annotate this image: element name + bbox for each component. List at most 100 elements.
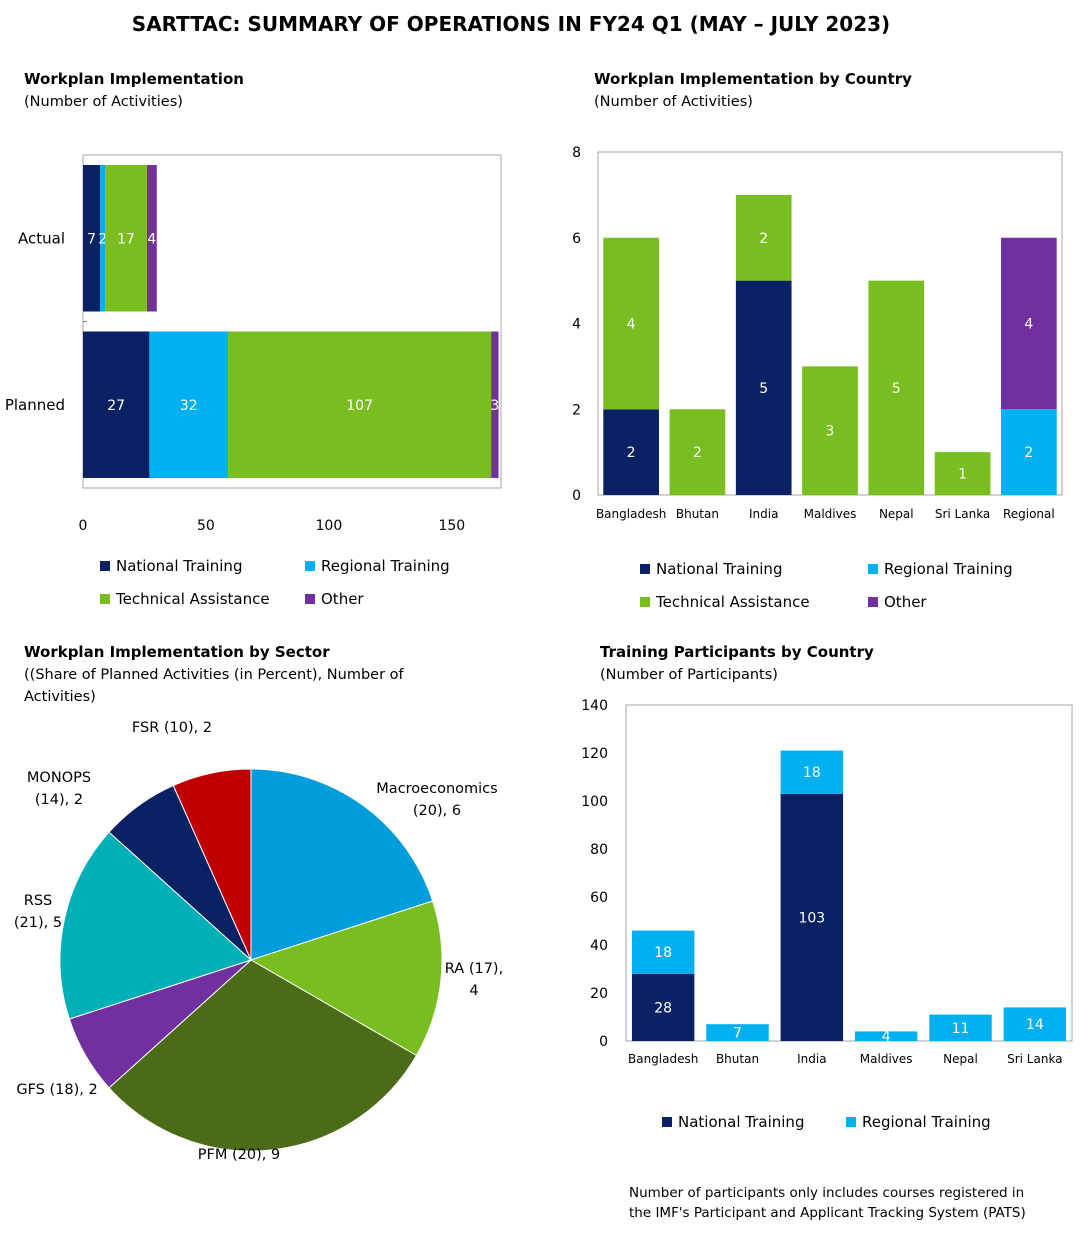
- category-label-india: India: [749, 507, 778, 521]
- legend-label-regional-training: Regional Training: [862, 1113, 991, 1131]
- implementation-title: Workplan Implementation: [24, 70, 244, 88]
- bar-bangladesh-national-training: [631, 973, 695, 1041]
- bar-actual-technical-assistance: [105, 164, 147, 312]
- data-label-sri-lanka-regional-training: 14: [1026, 1017, 1044, 1033]
- pie-slice-macroeconomics-20-6: [250, 768, 434, 961]
- bar-planned-national-training: [83, 331, 150, 479]
- legend-swatch-technical-assistance: [100, 594, 110, 604]
- x-tick-label: 100: [316, 518, 343, 534]
- data-label-india-national-training: 5: [759, 381, 768, 397]
- pie-label-ra-17-4: RA (17), 4: [445, 961, 503, 999]
- bar-india-regional-training: [780, 750, 844, 794]
- by-sector-subtitle: ((Share of Planned Activities (in Percen…: [24, 667, 404, 705]
- category-label-nepal: Nepal: [943, 1052, 978, 1066]
- legend-label-technical-assistance: Technical Assistance: [115, 590, 270, 608]
- data-label-regional-regional-training: 2: [1024, 445, 1033, 461]
- category-label-maldives: Maldives: [860, 1052, 913, 1066]
- y-tick-label: 8: [572, 145, 581, 161]
- data-label-planned-national-training: 27: [107, 398, 125, 414]
- y-tick-label: 20: [590, 986, 608, 1002]
- bar-bangladesh-national-training: [603, 409, 659, 495]
- bar-regional-other: [1001, 237, 1057, 410]
- bar-regional-regional-training: [1001, 409, 1057, 495]
- category-label-sri-lanka: Sri Lanka: [935, 507, 990, 521]
- bar-planned-regional-training: [149, 331, 229, 479]
- pie-label-macroeconomics-20-6: Macroeconomics (20), 6: [376, 781, 497, 819]
- category-label-india: India: [797, 1052, 826, 1066]
- bar-maldives-technical-assistance: [802, 366, 858, 495]
- by-sector-chart: Macroeconomics (20), 6 RA (17), 4 PFM (20), …: [14, 720, 503, 1163]
- y-tick-label: 100: [581, 794, 608, 810]
- bar-planned-technical-assistance: [228, 331, 492, 479]
- participants-subtitle: (Number of Participants): [600, 667, 778, 683]
- legend-swatch-other: [305, 594, 315, 604]
- pie-slice-pfm-20-9: [108, 959, 418, 1152]
- category-label-actual: Actual: [18, 229, 65, 247]
- legend-swatch-technical-assistance: [640, 597, 650, 607]
- category-label-planned: Planned: [5, 396, 65, 414]
- implementation-chart: 7 2 17 4 Actual 27 32 107 3 Planned 0 50 100 150 Natio…: [5, 154, 502, 608]
- by-country-subtitle: (Number of Activities): [594, 94, 753, 110]
- plot-frame: [625, 704, 1073, 1042]
- bar-nepal-technical-assistance: [868, 280, 925, 495]
- by-country-chart: 0 2 4 6 8 2 4 Bangladesh 2 Bhutan 5 2 India 3 Maldives…: [572, 145, 1063, 611]
- bar-actual-other: [146, 164, 157, 312]
- data-label-maldives-technical-assistance: 3: [826, 424, 835, 440]
- y-tick-label: 4: [572, 317, 581, 333]
- pie-slice-rss-21-5: [59, 831, 252, 1020]
- participants-note: Number of participants only includes cou…: [629, 1185, 1026, 1221]
- pie-slice-fsr-10-2: [172, 768, 252, 961]
- category-label-maldives: Maldives: [804, 507, 857, 521]
- pie-slice-ra-17-4: [249, 900, 443, 1057]
- category-label-bangladesh: Bangladesh: [628, 1052, 698, 1066]
- bar-india-technical-assistance: [735, 194, 792, 281]
- bar-bhutan-technical-assistance: [669, 409, 726, 495]
- y-tick-label: 80: [590, 842, 608, 858]
- bar-bangladesh-technical-assistance: [603, 237, 659, 410]
- participants-title: Training Participants by Country: [600, 643, 874, 661]
- legend-label-national-training: National Training: [656, 560, 782, 578]
- data-label-india-regional-training: 18: [803, 765, 821, 781]
- participants-chart: 0 20 40 60 80 100 120 140 28 18 Bangladesh 7 Bhutan 1…: [581, 698, 1073, 1131]
- bar-planned-other: [491, 331, 499, 479]
- legend-label-regional-training: Regional Training: [884, 560, 1013, 578]
- category-label-sri-lanka: Sri Lanka: [1007, 1052, 1062, 1066]
- data-label-actual-national-training: 7: [87, 231, 96, 247]
- by-country-title: Workplan Implementation by Country: [594, 70, 912, 88]
- main-title: SARTTAC: SUMMARY OF OPERATIONS IN FY24 Q…: [131, 12, 891, 36]
- y-tick-label: 0: [572, 488, 581, 504]
- data-label-india-technical-assistance: 2: [759, 231, 768, 247]
- legend-swatch-regional-training: [846, 1117, 856, 1127]
- legend-label-other: Other: [321, 590, 364, 608]
- data-label-actual-technical-assistance: 17: [117, 231, 135, 247]
- category-label-nepal: Nepal: [879, 507, 914, 521]
- data-label-regional-other: 4: [1024, 317, 1033, 333]
- pie-label-monops-14-2: MONOPS (14), 2: [27, 770, 91, 808]
- data-label-sri-lanka-technical-assistance: 1: [958, 467, 967, 483]
- y-tick-label: 60: [590, 890, 608, 906]
- data-label-actual-other: 4: [147, 231, 156, 247]
- legend-swatch-national-training: [662, 1117, 672, 1127]
- y-tick-label: 40: [590, 938, 608, 954]
- y-tick-label: 0: [599, 1034, 608, 1050]
- implementation-subtitle: (Number of Activities): [24, 94, 183, 110]
- bar-india-national-training: [735, 280, 792, 495]
- data-label-bangladesh-national-training: 28: [654, 1000, 672, 1016]
- data-label-bangladesh-national-training: 2: [627, 445, 636, 461]
- x-tick-label: 50: [197, 518, 215, 534]
- data-label-planned-other: 3: [490, 398, 499, 414]
- x-tick-label: 150: [438, 518, 465, 534]
- bar-maldives-regional-training: [854, 1031, 918, 1041]
- legend-swatch-other: [868, 597, 878, 607]
- pie-label-rss-21-5: RSS (21), 5: [14, 893, 62, 931]
- bar-india-national-training: [780, 793, 844, 1041]
- data-label-bhutan-regional-training: 7: [733, 1026, 742, 1042]
- y-tick-label: 140: [581, 698, 608, 714]
- legend-label-other: Other: [884, 593, 927, 611]
- category-label-bhutan: Bhutan: [676, 507, 719, 521]
- bar-bangladesh-regional-training: [631, 930, 695, 974]
- legend-label-national-training: National Training: [678, 1113, 804, 1131]
- by-sector-title: Workplan Implementation by Sector: [24, 643, 330, 661]
- legend-swatch-regional-training: [305, 561, 315, 571]
- data-label-actual-regional-training: 2: [98, 231, 107, 247]
